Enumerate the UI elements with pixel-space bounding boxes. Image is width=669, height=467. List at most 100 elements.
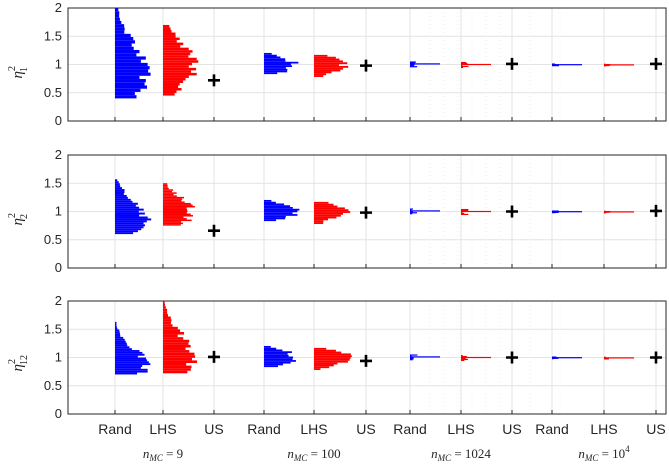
lhs-histogram-bar (163, 362, 187, 366)
lhs-histogram-bar (163, 184, 168, 187)
rand-histogram-bar (410, 209, 412, 211)
group-label-part: MC (293, 453, 308, 463)
group-label-part: = (163, 446, 177, 461)
lhs-histogram-bar (163, 329, 181, 332)
lhs-histogram-bar (461, 213, 469, 216)
rand-histogram-bar (410, 65, 414, 67)
rand-histogram-bar (264, 63, 291, 66)
rand-histogram-bar (115, 82, 145, 86)
lhs-histogram-bar (314, 201, 329, 204)
lhs-histogram-bar (314, 211, 351, 213)
rand-histogram-bar (115, 91, 135, 96)
lhs-histogram-bar (163, 202, 191, 205)
lhs-histogram-bar (163, 313, 168, 317)
y-tick-label: 1.5 (44, 321, 62, 336)
y-tick-label: 1.5 (44, 175, 62, 190)
rand-histogram-bar (115, 187, 122, 190)
lhs-histogram-bar (314, 62, 348, 65)
rand-histogram-bar (552, 63, 556, 65)
lhs-histogram-bar (314, 218, 329, 221)
lhs-histogram-bar (163, 42, 184, 46)
us-marker (208, 350, 220, 363)
lhs-histogram-bar (461, 211, 463, 214)
rand-histogram-bar (552, 211, 582, 213)
lhs-histogram-bar (163, 208, 188, 211)
rand-histogram-bar (115, 208, 144, 211)
rand-histogram-bar (115, 336, 124, 339)
lhs-histogram-bar (314, 205, 338, 208)
lhs-histogram-bar (163, 303, 165, 307)
lhs-histogram-bar (163, 205, 195, 208)
lhs-histogram-bar (163, 37, 180, 41)
rand-histogram-bar (115, 224, 145, 227)
axes-box (67, 300, 667, 415)
lhs-histogram-bar (314, 362, 338, 365)
rand-histogram-bar (115, 66, 150, 70)
us-marker (506, 351, 518, 364)
rand-histogram-bar (115, 368, 148, 371)
lhs-histogram-bar (461, 64, 463, 67)
rand-histogram-bar (115, 46, 134, 50)
y-tick-label: 1 (55, 204, 62, 219)
lhs-histogram-bar (314, 222, 324, 224)
lhs-histogram-bar (163, 319, 172, 322)
lhs-histogram-bar (163, 32, 176, 36)
y-tick-label: 2 (55, 0, 62, 15)
rand-histogram-bar (115, 370, 148, 373)
rand-histogram-bar (552, 65, 560, 67)
rand-histogram-bar (264, 70, 288, 73)
lhs-histogram-bar (163, 339, 190, 343)
rand-histogram-bar (115, 24, 125, 28)
rand-histogram-bar (115, 30, 125, 34)
lhs-histogram-bar (314, 212, 344, 215)
rand-histogram-bar (410, 208, 413, 210)
lhs-histogram-bar (163, 88, 182, 91)
rand-histogram-bar (264, 54, 277, 57)
lhs-histogram-bar (163, 342, 189, 345)
rand-histogram-bar (264, 203, 285, 206)
us-marker (208, 74, 220, 87)
rand-histogram-bar (115, 53, 137, 57)
rand-histogram-bar (115, 59, 141, 63)
rand-histogram-bar (115, 348, 132, 351)
us-marker (650, 57, 662, 70)
rand-histogram-bar (410, 62, 415, 64)
lhs-histogram-bar (604, 63, 611, 66)
rand-histogram-bar (115, 11, 120, 15)
lhs-histogram-bar (314, 73, 327, 76)
group-label-part: n (431, 446, 438, 461)
lhs-histogram-bar (314, 69, 341, 72)
lhs-histogram-bar (461, 355, 467, 358)
rand-histogram-bar (115, 350, 140, 352)
rand-histogram-bar (115, 88, 141, 92)
rand-histogram-bar (115, 200, 133, 203)
rand-histogram-bar (264, 199, 272, 202)
y-tick-label: 0 (55, 113, 62, 128)
lhs-histogram-bar (461, 356, 491, 359)
lhs-histogram-bar (604, 356, 606, 358)
rand-histogram-bar (115, 357, 147, 360)
rand-histogram-bar (115, 49, 140, 54)
us-marker (506, 205, 518, 218)
method-label-us: US (646, 421, 665, 437)
lhs-histogram-bar (604, 211, 634, 213)
y-tick-label: 2 (55, 147, 62, 162)
lhs-histogram-bar (314, 358, 350, 361)
lhs-histogram-bar (314, 58, 340, 61)
group-label-part: MC (148, 453, 163, 463)
lhs-histogram-bar (163, 75, 189, 78)
rand-histogram-bar (410, 354, 418, 356)
rand-histogram-bar (264, 349, 283, 352)
rand-histogram-bar (115, 228, 142, 231)
lhs-histogram-bar (314, 347, 327, 350)
y-tick-label: 1 (55, 57, 62, 72)
lhs-histogram-bar (163, 321, 171, 325)
rand-histogram-bar (264, 345, 271, 348)
lhs-histogram-bar (163, 212, 187, 214)
rand-histogram-bar (115, 20, 122, 25)
method-label-rand: Rand (535, 421, 568, 437)
rand-histogram-bar (264, 356, 294, 359)
lhs-histogram-bar (163, 55, 189, 58)
